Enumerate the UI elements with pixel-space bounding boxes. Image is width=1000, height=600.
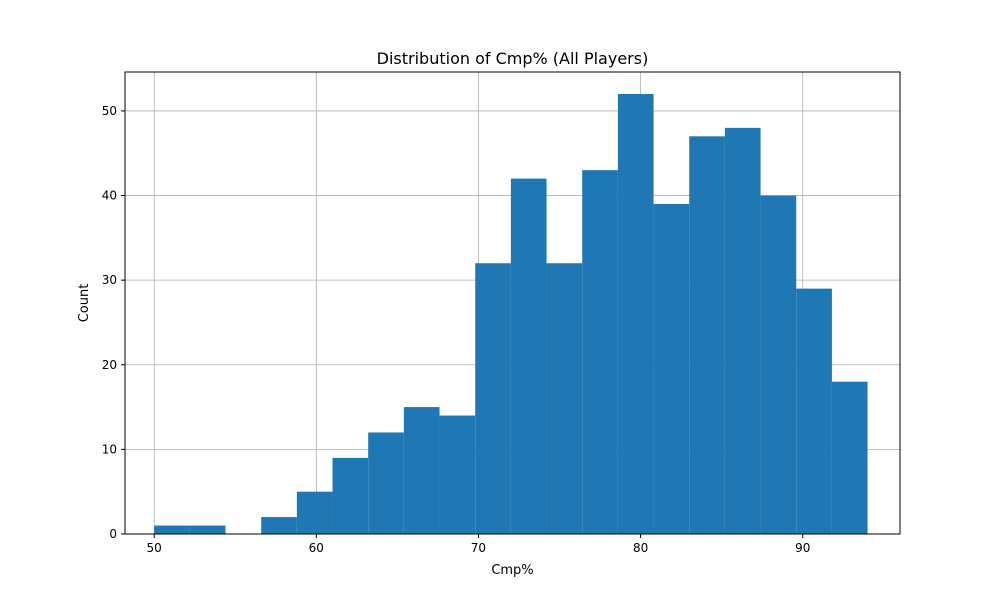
histogram-bar-3 <box>261 517 297 534</box>
y-tick-label-50: 50 <box>102 104 117 118</box>
histogram-bar-15 <box>689 136 725 535</box>
histogram-bar-9 <box>475 263 511 534</box>
histogram-bar-6 <box>368 432 404 534</box>
x-tick-label-70: 70 <box>471 541 486 555</box>
histogram-bar-12 <box>582 170 618 534</box>
histogram-bar-10 <box>510 178 547 534</box>
x-tick-label-60: 60 <box>309 541 324 555</box>
histogram-bar-16 <box>724 127 761 534</box>
x-axis-label: Cmp% <box>491 563 533 578</box>
histogram-bar-11 <box>546 263 583 534</box>
histogram-bar-1 <box>189 525 226 534</box>
x-tick-label-50: 50 <box>147 541 162 555</box>
y-tick-label-30: 30 <box>102 273 117 287</box>
chart-title: Distribution of Cmp% (All Players) <box>377 49 649 68</box>
histogram-bar-19 <box>831 381 868 534</box>
histogram-bar-13 <box>617 94 654 534</box>
y-tick-label-0: 0 <box>109 527 117 541</box>
y-axis-label: Count <box>77 284 92 323</box>
histogram-bar-14 <box>653 204 690 534</box>
histogram-bar-0 <box>154 525 190 534</box>
histogram-bars <box>154 94 868 535</box>
histogram-bar-18 <box>796 288 832 534</box>
x-tick-label-90: 90 <box>795 541 810 555</box>
y-tick-label-40: 40 <box>102 189 117 203</box>
histogram-bar-5 <box>332 457 369 534</box>
axis-ticks: 50 60 70 80 90 0 10 20 30 40 50 <box>102 104 811 555</box>
plot-frame <box>124 71 901 535</box>
histogram-bar-4 <box>296 491 333 534</box>
x-tick-label-80: 80 <box>633 541 648 555</box>
y-tick-label-20: 20 <box>102 358 117 372</box>
histogram-bar-7 <box>403 407 440 534</box>
histogram-bar-8 <box>439 415 476 534</box>
histogram-bar-17 <box>760 195 797 535</box>
y-tick-label-10: 10 <box>102 442 117 456</box>
